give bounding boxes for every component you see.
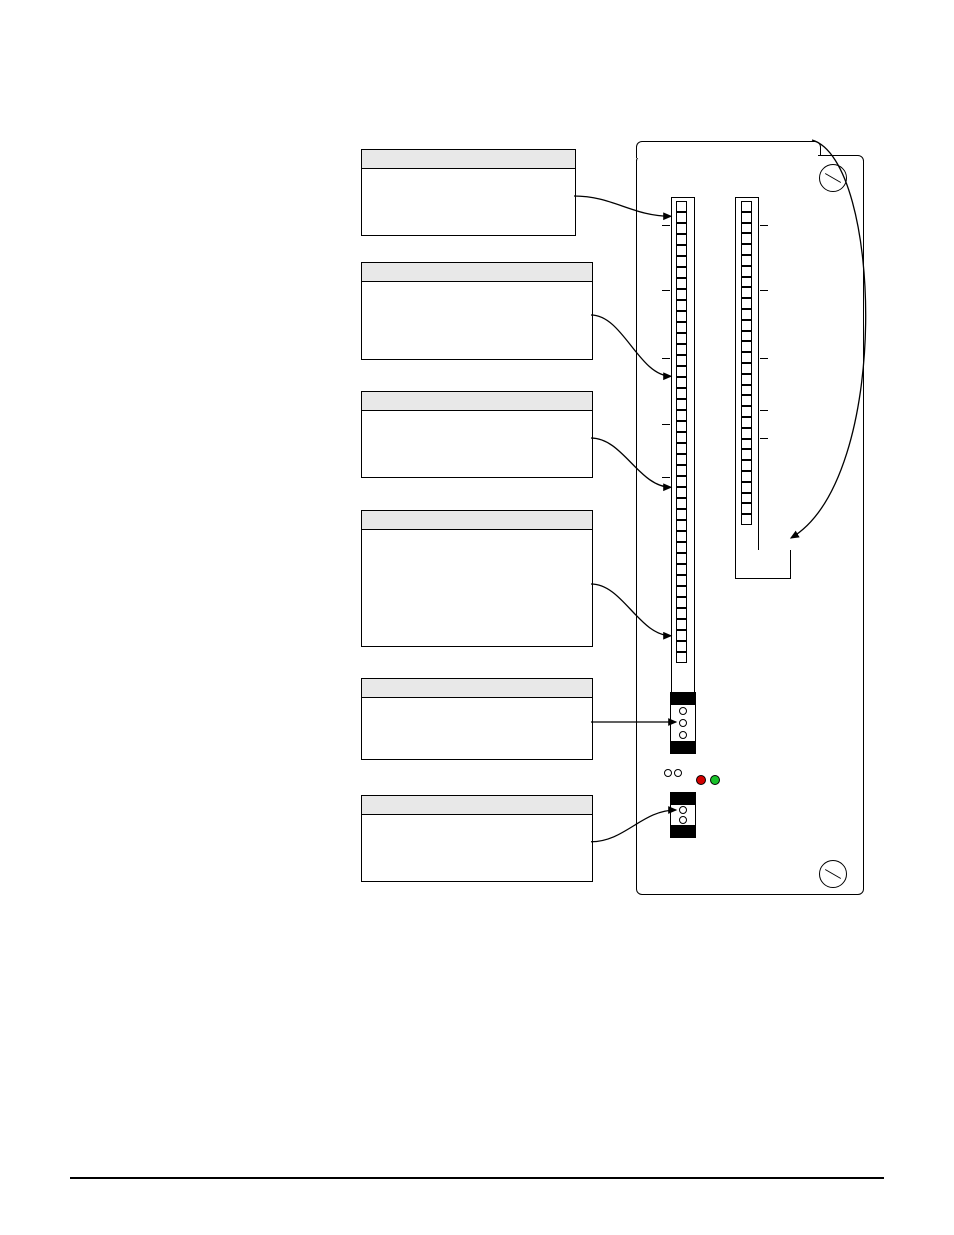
page-rule	[70, 1177, 884, 1179]
callout-3	[361, 391, 593, 478]
power-plug-top	[670, 692, 696, 754]
status-led-red	[696, 775, 706, 785]
callout-4	[361, 510, 593, 647]
page	[0, 0, 954, 1235]
callout-4-header	[362, 511, 592, 530]
callout-5-header	[362, 679, 592, 698]
callout-1	[361, 149, 576, 236]
callout-6-header	[362, 796, 592, 815]
led-label-1	[674, 769, 682, 777]
right-connector-tail	[735, 550, 791, 579]
callout-6	[361, 795, 593, 882]
power-plug-bottom	[670, 792, 696, 838]
callout-1-header	[362, 150, 575, 169]
callout-5	[361, 678, 593, 760]
callout-2	[361, 262, 593, 360]
mounting-screw-0	[819, 164, 847, 192]
status-led-green	[710, 775, 720, 785]
callout-2-header	[362, 263, 592, 282]
left-connector-pins	[676, 201, 687, 663]
mounting-screw-1	[819, 860, 847, 888]
right-connector-pins	[741, 201, 752, 525]
callout-3-header	[362, 392, 592, 411]
led-label-0	[664, 769, 672, 777]
